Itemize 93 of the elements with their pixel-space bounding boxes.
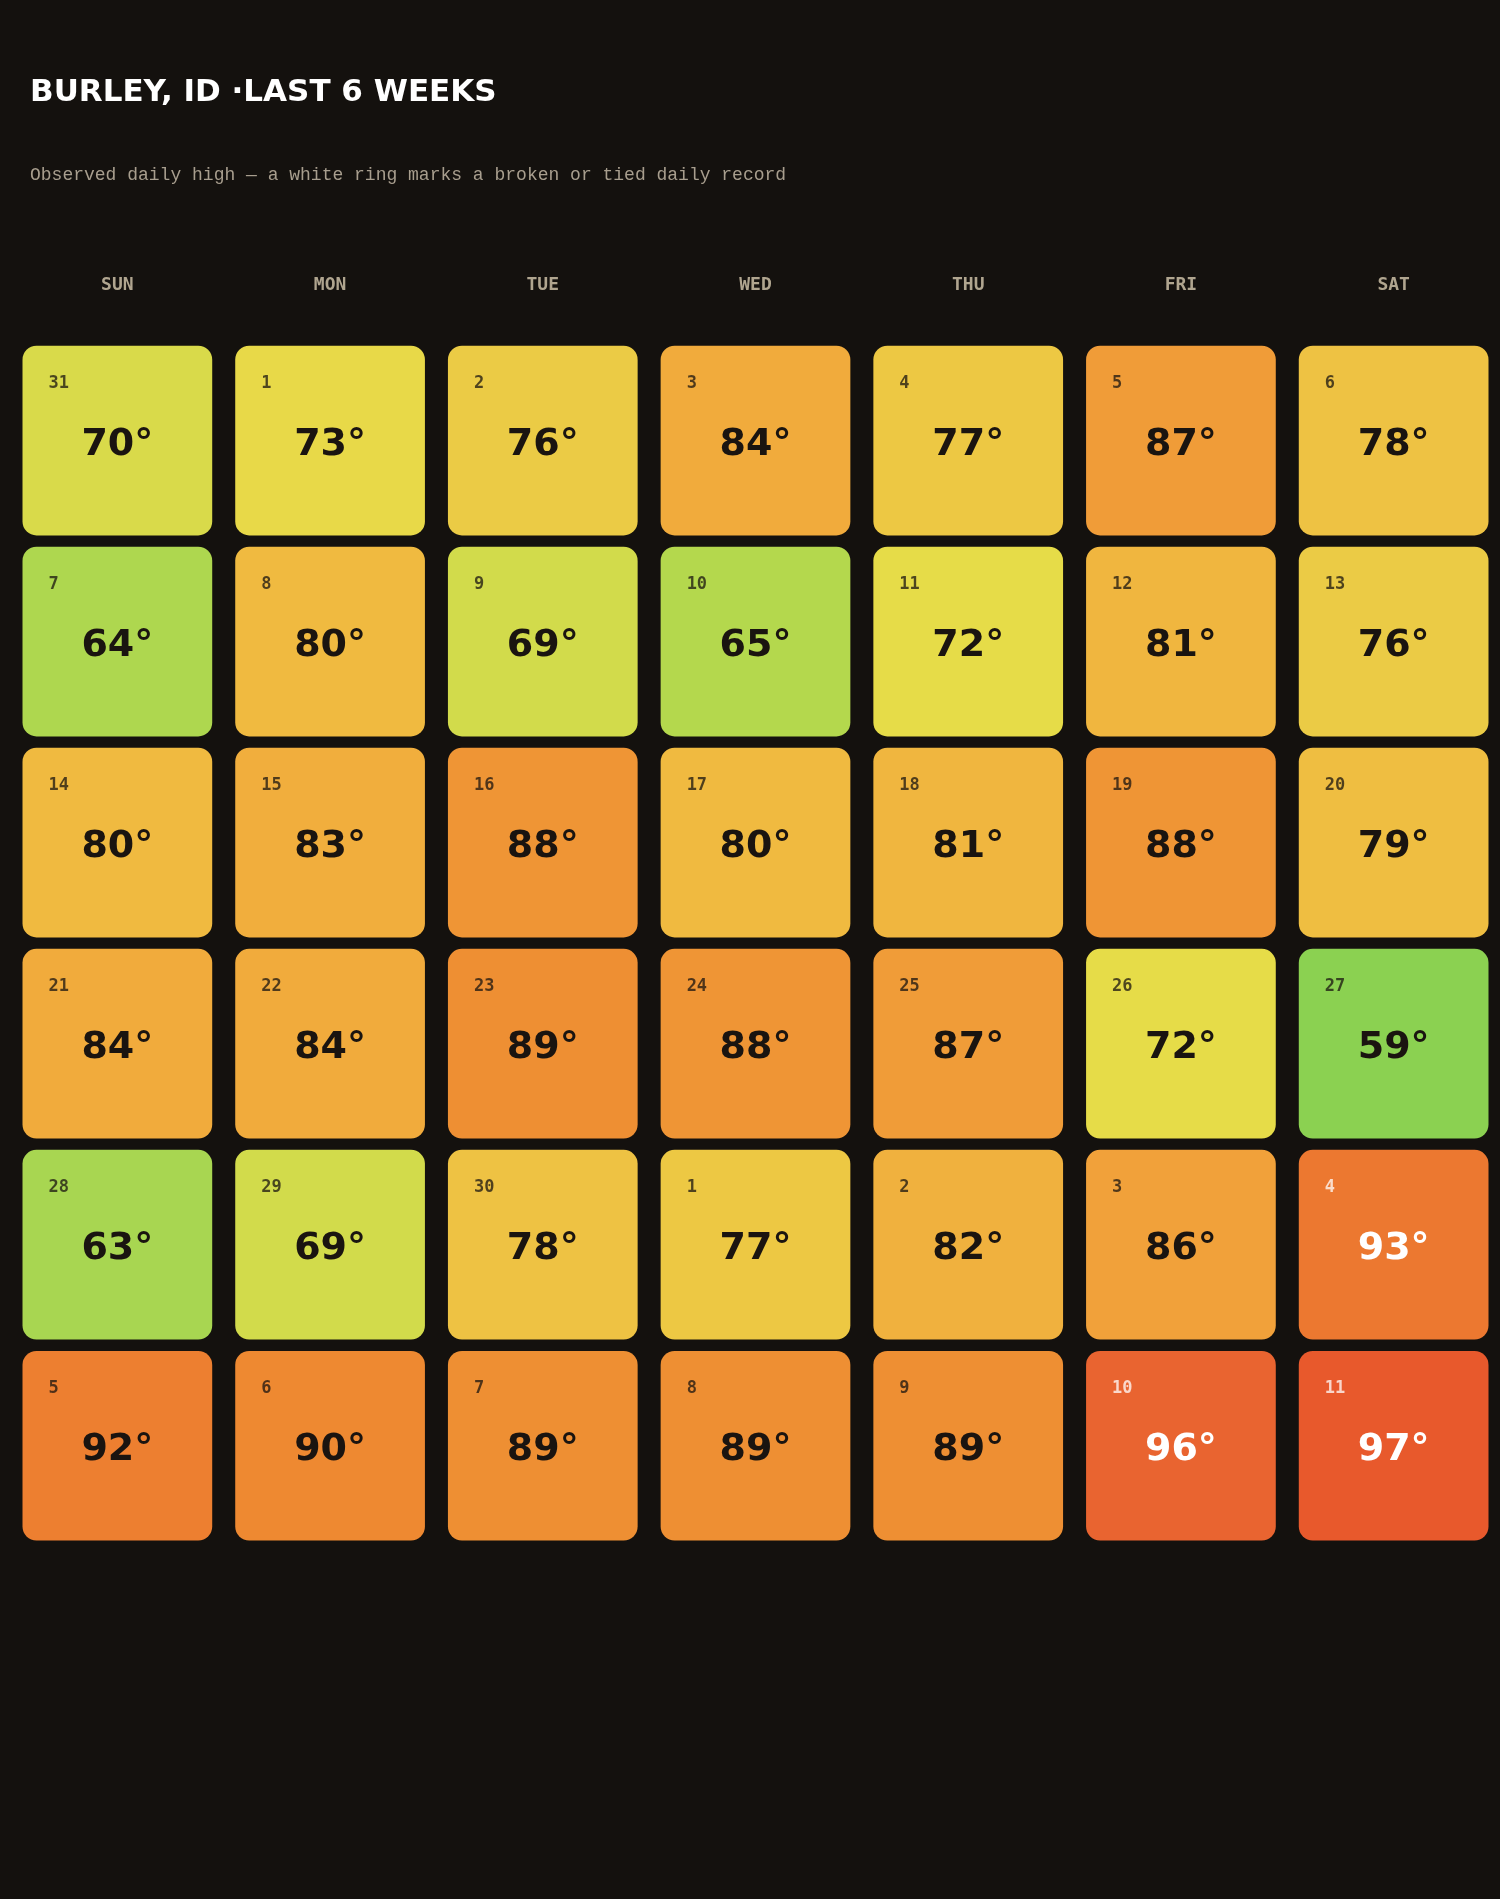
data-label: 81° [1145, 620, 1217, 665]
annotation: 4 [899, 371, 910, 392]
data-label: 76° [506, 419, 579, 464]
annotation: 18 [899, 773, 920, 794]
data-label: 64° [81, 620, 154, 665]
annotation: 14 [48, 773, 69, 794]
annotation: 11 [899, 572, 920, 593]
annotation: 4 [1324, 1175, 1336, 1196]
annotation: 29 [261, 1175, 282, 1196]
data-label: 88° [506, 821, 579, 866]
annotation: 24 [686, 974, 708, 995]
data-label: 84° [81, 1022, 154, 1067]
data-label: 84° [294, 1022, 366, 1067]
annotation: 3 [686, 371, 697, 392]
data-label: 82° [932, 1223, 1005, 1268]
annotation: 15 [261, 773, 282, 794]
annotation: 13 [1324, 572, 1346, 593]
annotation: 30 [473, 1175, 495, 1196]
data-label: 89° [932, 1424, 1005, 1469]
annotation: 12 [1112, 572, 1133, 593]
annotation: 3 [1112, 1175, 1123, 1196]
annotation: 21 [48, 974, 69, 995]
data-label: 92° [81, 1424, 154, 1469]
annotation: 16 [473, 773, 495, 794]
annotation: 2 [473, 371, 485, 392]
data-label: 84° [719, 419, 792, 464]
data-label: 90° [294, 1424, 366, 1469]
annotation: 5 [48, 1376, 59, 1397]
data-label: 72° [1145, 1022, 1217, 1067]
data-label: 87° [932, 1022, 1005, 1067]
annotation: 7 [473, 1376, 485, 1397]
data-label: 89° [506, 1022, 579, 1067]
data-label: 83° [294, 821, 366, 866]
x-tick-label: WED [739, 273, 772, 294]
chart-title: BURLEY, ID ·LAST 6 WEEKS [30, 72, 497, 108]
data-label: 80° [719, 821, 792, 866]
data-label: 72° [932, 620, 1005, 665]
data-label: 77° [932, 419, 1005, 464]
x-tick-label: FRI [1164, 273, 1198, 294]
chart-subtitle: Observed daily high — a white ring marks a broken or tied daily record [30, 165, 787, 185]
data-label: 87° [1145, 419, 1217, 464]
data-label: 78° [506, 1223, 579, 1268]
data-label: 88° [1145, 821, 1217, 866]
data-label: 63° [81, 1223, 154, 1268]
x-tick-label: THU [951, 273, 985, 294]
data-label: 65° [719, 620, 792, 665]
x-tick-label: SUN [101, 273, 134, 294]
x-tick-label: MON [313, 273, 347, 294]
data-label: 89° [506, 1424, 579, 1469]
annotation: 1 [261, 371, 272, 392]
annotation: 23 [473, 974, 495, 995]
data-label: 80° [81, 821, 154, 866]
data-label: 76° [1357, 620, 1430, 665]
x-tick-label: TUE [526, 273, 560, 294]
annotation: 22 [261, 974, 282, 995]
annotation: 2 [899, 1175, 910, 1196]
annotation: 10 [686, 572, 708, 593]
annotation: 10 [1112, 1376, 1133, 1397]
data-label: 93° [1357, 1223, 1430, 1268]
data-label: 97° [1357, 1424, 1430, 1469]
annotation: 8 [686, 1376, 697, 1397]
data-label: 81° [932, 821, 1005, 866]
annotation: 1 [686, 1175, 697, 1196]
data-label: 70° [81, 419, 154, 464]
data-label: 80° [294, 620, 366, 665]
annotation: 6 [1324, 371, 1336, 392]
annotation: 7 [48, 572, 59, 593]
data-label: 96° [1145, 1424, 1217, 1469]
data-label: 78° [1357, 419, 1430, 464]
annotation: 26 [1112, 974, 1133, 995]
data-label: 69° [294, 1223, 366, 1268]
annotation: 9 [899, 1376, 910, 1397]
annotation: 6 [261, 1376, 272, 1397]
data-label: 86° [1145, 1223, 1217, 1268]
annotation: 17 [686, 773, 708, 794]
annotation: 9 [473, 572, 485, 593]
x-tick-label: SAT [1377, 273, 1411, 294]
annotation: 28 [48, 1175, 69, 1196]
annotation: 19 [1112, 773, 1133, 794]
annotation: 11 [1324, 1376, 1346, 1397]
annotation: 31 [48, 371, 69, 392]
annotation: 20 [1324, 773, 1346, 794]
data-label: 59° [1357, 1022, 1430, 1067]
annotation: 5 [1112, 371, 1123, 392]
data-label: 69° [506, 620, 579, 665]
data-label: 73° [294, 419, 366, 464]
data-label: 77° [719, 1223, 792, 1268]
annotation: 8 [261, 572, 272, 593]
annotation: 27 [1324, 974, 1346, 995]
data-label: 79° [1357, 821, 1430, 866]
annotation: 25 [899, 974, 920, 995]
data-label: 89° [719, 1424, 792, 1469]
data-label: 88° [719, 1022, 792, 1067]
